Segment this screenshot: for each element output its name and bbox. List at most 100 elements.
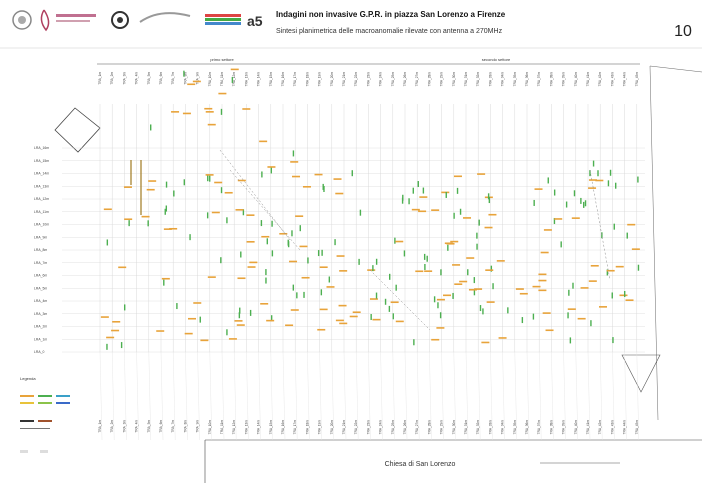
anomaly xyxy=(568,308,576,310)
column-label: TRA_45m xyxy=(635,420,639,435)
anomaly xyxy=(221,109,222,115)
anomaly xyxy=(612,337,613,343)
anomaly xyxy=(214,182,222,184)
anomaly xyxy=(242,108,250,110)
anomaly xyxy=(488,214,496,216)
anomaly xyxy=(441,192,449,194)
anomaly xyxy=(358,259,359,265)
column-label: TRA_27m xyxy=(415,420,419,435)
anomaly xyxy=(452,293,453,299)
anomaly xyxy=(208,124,216,126)
row-label: LRA_0 xyxy=(34,350,44,354)
anomaly xyxy=(339,323,347,325)
anomaly xyxy=(482,308,483,314)
anomaly xyxy=(487,301,495,303)
anomaly xyxy=(590,320,591,326)
anomaly xyxy=(459,281,467,283)
anomaly xyxy=(419,196,427,198)
anomaly xyxy=(147,220,148,226)
column-label: TRA_24m xyxy=(379,72,383,87)
anomaly xyxy=(395,285,396,291)
anomaly xyxy=(156,330,164,332)
anomaly xyxy=(615,183,616,189)
anomaly xyxy=(535,188,543,190)
column-label: TRA_17m xyxy=(293,420,297,435)
anomaly xyxy=(424,270,432,272)
column-label: TRA_34m xyxy=(501,420,505,435)
column-label: TRA_31m xyxy=(464,72,468,87)
anomaly xyxy=(121,342,122,348)
anomaly xyxy=(404,250,405,256)
anomaly xyxy=(187,83,195,85)
anomaly xyxy=(413,188,414,194)
anomaly xyxy=(289,261,297,263)
column-label: TRA_7m xyxy=(171,420,175,433)
anomaly xyxy=(497,260,505,262)
anomaly xyxy=(480,305,481,311)
column-label: TRA_13m xyxy=(244,420,248,435)
cluster-outline xyxy=(220,150,290,240)
anomaly xyxy=(106,337,114,339)
column-label: TRA_25m xyxy=(391,420,395,435)
column-label: TRA_4m xyxy=(135,420,139,433)
column-label: TRA_20m xyxy=(330,420,334,435)
anomaly xyxy=(148,180,156,182)
column-label: TRA_18m xyxy=(305,72,309,87)
anomaly xyxy=(376,259,377,265)
anomaly xyxy=(272,250,273,256)
anomaly xyxy=(434,296,435,302)
anomaly xyxy=(372,265,373,271)
row-label: LRA_12m xyxy=(34,197,49,201)
anomaly xyxy=(339,270,347,272)
column-label: TRA_35m xyxy=(513,72,517,87)
anomaly xyxy=(164,228,172,230)
row-label: LRA_1m xyxy=(34,337,47,341)
anomaly xyxy=(396,321,404,323)
column-label: TRA_38m xyxy=(549,420,553,435)
anomaly xyxy=(221,187,222,193)
anomaly xyxy=(124,218,132,220)
anomaly xyxy=(320,266,328,268)
anomaly xyxy=(352,170,353,176)
anomaly xyxy=(568,290,569,296)
anomaly xyxy=(271,221,272,227)
anomaly xyxy=(321,250,322,256)
anomaly xyxy=(104,208,112,210)
anomaly xyxy=(237,324,245,326)
legend-title: Legenda xyxy=(20,376,36,381)
anomaly xyxy=(385,299,386,305)
anomaly xyxy=(440,312,441,318)
anomaly xyxy=(415,270,423,272)
anomaly xyxy=(232,77,233,83)
anomaly xyxy=(176,303,177,309)
anomaly xyxy=(560,241,561,247)
column-label: TRA_17m xyxy=(293,72,297,87)
subtitle: Sintesi planimetrica delle macroanomalie… xyxy=(276,28,503,35)
anomaly xyxy=(208,276,216,278)
column-label: TRA_29m xyxy=(440,420,444,435)
anomaly xyxy=(111,330,119,332)
anomaly xyxy=(572,217,580,219)
logos: a5 xyxy=(13,10,263,30)
anomaly xyxy=(118,267,126,269)
anomaly xyxy=(248,266,256,268)
anomaly xyxy=(638,265,639,271)
anomaly xyxy=(303,186,311,188)
anomaly xyxy=(249,262,257,264)
anomaly xyxy=(291,309,299,311)
row-label: LRA_15m xyxy=(34,159,49,163)
column-label: TRA_32m xyxy=(476,72,480,87)
anomaly xyxy=(376,293,377,299)
column-label: TRA_11m xyxy=(220,420,224,434)
column-label: TRA_10m xyxy=(208,420,212,435)
anomaly xyxy=(320,309,328,311)
row-label: LRA_10m xyxy=(34,223,49,227)
anomaly xyxy=(619,295,627,297)
anomaly xyxy=(285,324,293,326)
anomaly xyxy=(627,233,628,239)
column-label: TRA_43m xyxy=(610,420,614,435)
anomaly xyxy=(229,338,237,340)
column-label: TRA_37m xyxy=(537,72,541,87)
anomaly xyxy=(599,306,607,308)
column-label: TRA_26m xyxy=(403,72,407,87)
